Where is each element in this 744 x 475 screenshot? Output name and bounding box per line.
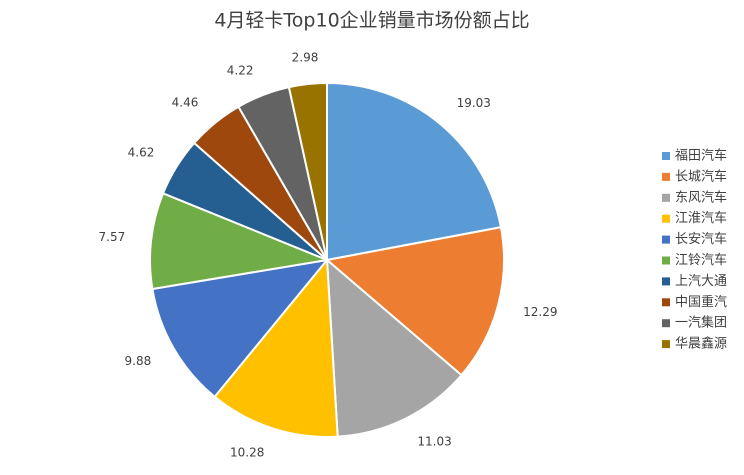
legend-swatch [662,152,670,160]
data-label: 4.62 [128,146,155,160]
legend-label: 福田汽车 [675,148,727,164]
pie-slice [287,81,328,261]
legend-swatch [662,214,670,223]
legend-label: 江铃汽车 [675,252,727,268]
legend-label: 东风汽车 [675,189,727,205]
data-label: 19.03 [457,96,491,110]
legend-swatch [662,319,670,328]
legend-swatch [662,256,670,265]
data-label: 4.46 [172,95,199,109]
legend-swatch [662,298,670,307]
data-label: 4.22 [227,63,254,77]
legend-swatch [662,340,670,349]
data-label: 9.88 [125,354,152,368]
data-label: 7.57 [99,230,126,244]
data-label: 10.28 [230,446,264,460]
data-label: 2.98 [292,51,319,65]
legend-label: 上汽大通 [675,274,727,289]
legend-swatch [662,235,670,244]
legend-swatch [662,172,670,181]
legend-swatch [662,193,670,202]
legend-swatch [662,277,670,286]
pie-slice [324,226,505,377]
pie-slice [325,257,463,438]
pie-slice [213,257,339,438]
pie-slice [149,192,331,291]
legend-label: 长安汽车 [675,231,727,247]
legend-label: 长城汽车 [675,168,727,184]
data-label: 12.29 [523,305,557,319]
data-label: 11.03 [417,434,451,448]
legend-label: 中国重汽 [675,294,727,310]
legend-label: 华晨鑫源 [675,336,727,352]
chart-title: 4月轻卡Top10企业销量市场份额占比 [214,10,529,32]
legend-label: 江淮汽车 [675,210,727,226]
pie-slice [326,81,503,262]
pie-slice [151,258,330,399]
legend-label: 一汽集团 [675,315,727,331]
